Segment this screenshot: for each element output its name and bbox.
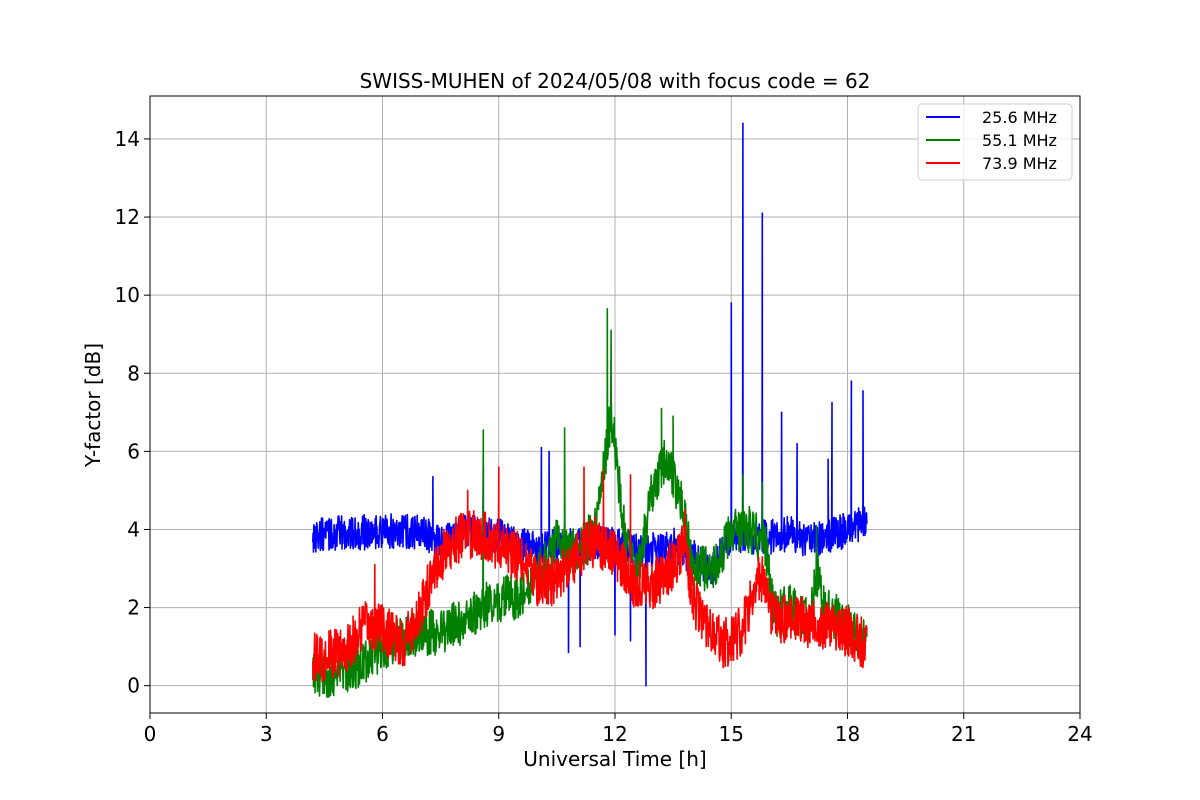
legend-box [917, 103, 1073, 181]
legend-label: 73.9 MHz [982, 154, 1057, 173]
x-tick-label: 3 [260, 722, 273, 746]
legend-items: 25.6 MHz 55.1 MHz 73.9 MHz [926, 108, 1057, 173]
y-tick-label: 2 [127, 596, 140, 620]
chart-legend: 25.6 MHz 55.1 MHz 73.9 MHz [917, 103, 1073, 181]
legend-label: 25.6 MHz [982, 108, 1057, 127]
x-tick-label: 24 [1067, 722, 1092, 746]
x-tick-label: 6 [376, 722, 389, 746]
x-tick-label: 12 [602, 722, 627, 746]
x-tick-label: 21 [951, 722, 976, 746]
x-tick-label: 9 [492, 722, 505, 746]
x-axis-label: Universal Time [h] [523, 747, 706, 771]
y-tick-label: 8 [127, 361, 140, 385]
series-line-73-9-mhz [312, 466, 868, 682]
y-tick-label: 6 [127, 439, 140, 463]
legend-label: 55.1 MHz [982, 131, 1057, 150]
y-tick-label: 12 [115, 205, 140, 229]
x-tick-label: 18 [835, 722, 860, 746]
x-tick-label: 0 [144, 722, 157, 746]
y-tick-label: 0 [127, 674, 140, 698]
x-tick-label: 15 [719, 722, 744, 746]
plot-series [312, 122, 868, 698]
chart-title: SWISS-MUHEN of 2024/05/08 with focus cod… [360, 69, 871, 93]
y-tick-label: 4 [127, 517, 140, 541]
y-tick-label: 14 [115, 127, 140, 151]
y-axis-label: Y-factor [dB] [81, 343, 105, 468]
y-tick-label: 10 [115, 283, 140, 307]
